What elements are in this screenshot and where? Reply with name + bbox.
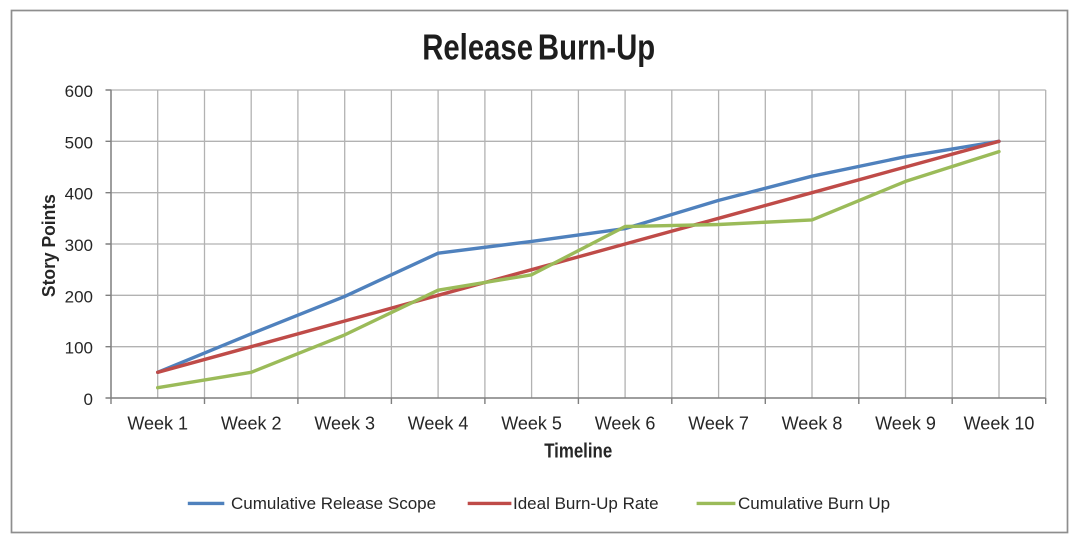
svg-text:100: 100 (65, 339, 93, 358)
svg-text:Ideal Burn-Up Rate: Ideal Burn-Up Rate (513, 494, 659, 513)
svg-text:Week 6: Week 6 (595, 414, 656, 434)
svg-text:Week 7: Week 7 (688, 414, 749, 434)
svg-text:600: 600 (65, 82, 93, 101)
svg-text:Story Points: Story Points (39, 194, 59, 297)
svg-text:Week 2: Week 2 (221, 414, 282, 434)
svg-text:Week 9: Week 9 (875, 414, 936, 434)
svg-text:500: 500 (65, 133, 93, 152)
svg-text:Cumulative Burn Up: Cumulative Burn Up (738, 494, 890, 513)
svg-text:Cumulative Release Scope: Cumulative Release Scope (231, 494, 436, 513)
svg-text:Timeline: Timeline (544, 441, 612, 463)
svg-text:300: 300 (65, 236, 93, 255)
svg-text:Week 10: Week 10 (964, 414, 1035, 434)
svg-text:Week 1: Week 1 (127, 414, 188, 434)
svg-text:0: 0 (84, 390, 93, 409)
svg-text:Week 5: Week 5 (501, 414, 562, 434)
svg-text:Week 8: Week 8 (782, 414, 843, 434)
svg-text:200: 200 (65, 287, 93, 306)
svg-text:Release Burn-Up: Release Burn-Up (422, 27, 655, 68)
svg-text:Week 4: Week 4 (408, 414, 469, 434)
svg-text:400: 400 (65, 185, 93, 204)
svg-text:Week 3: Week 3 (314, 414, 375, 434)
